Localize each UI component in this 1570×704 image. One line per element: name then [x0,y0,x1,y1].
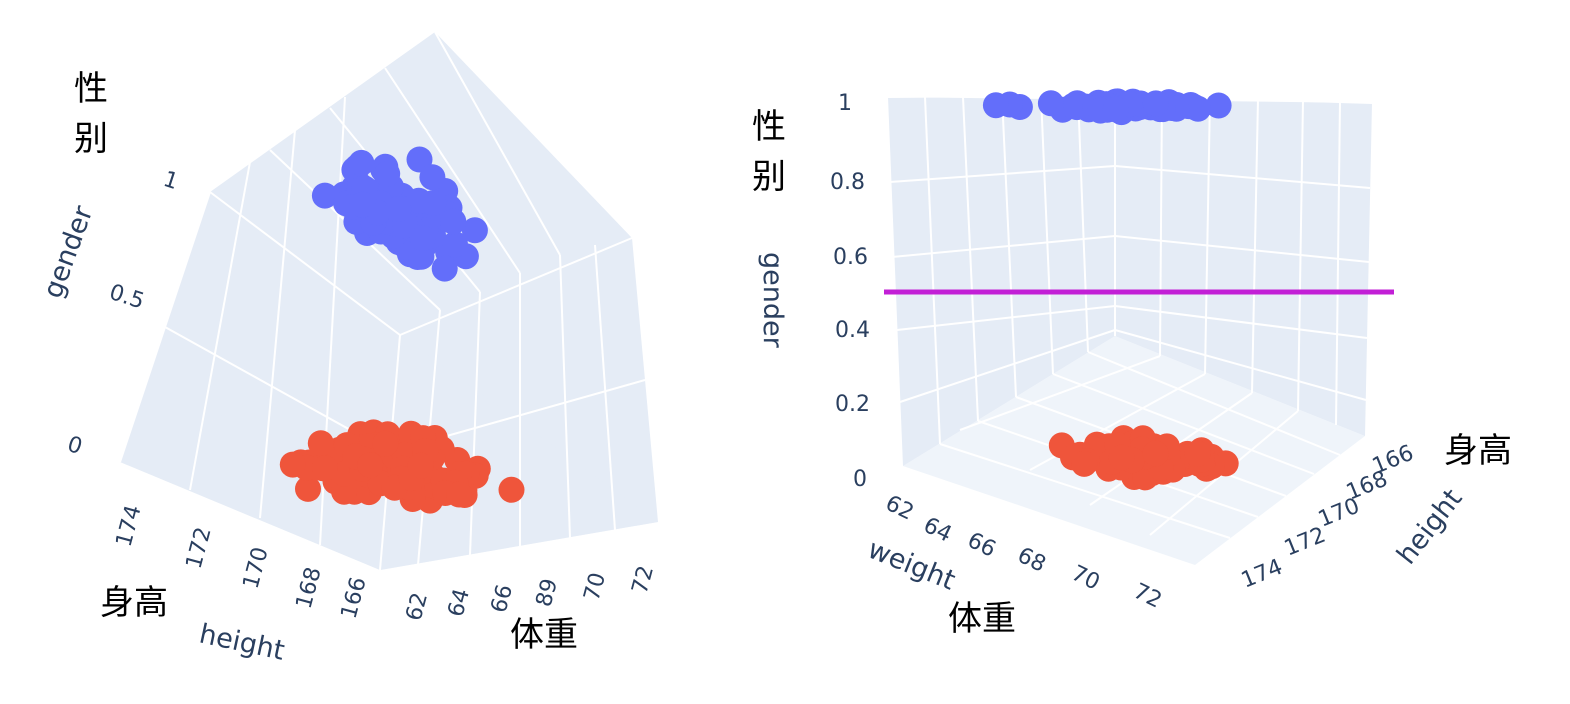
right-male-point [1184,440,1211,467]
right-z-tick: 0.4 [835,318,870,343]
right-female-point [982,92,1009,119]
left-x-tick: 64 [444,586,475,620]
right-male-points [1048,425,1239,491]
right-x-tick: 70 [1067,561,1103,596]
right-male-point [1108,444,1135,471]
left-female-point [442,231,468,258]
left-y-tick: 174 [112,503,147,550]
left-male-point [372,430,399,457]
left-male-point [407,452,434,479]
left-x-tick: 62 [402,590,433,624]
left-y-tick: 170 [239,545,274,592]
right-z-tick: 0.6 [833,245,868,270]
left-y-tick: 172 [182,525,217,572]
right-height-annotation: 身高 [1444,431,1512,471]
left-female-point [440,208,467,235]
left-gender-annotation-line1: 性 [74,69,108,109]
right-y-tick: 170 [1315,494,1363,533]
left-female-point [348,149,375,176]
left-y-tick: 166 [337,575,372,622]
right-female-point [1102,96,1129,123]
left-female-point [420,190,447,216]
right-y-tick: 172 [1281,523,1329,562]
left-male-point [279,451,306,478]
left-height-annotation: 身高 [100,583,168,623]
right-z-tick: 0 [853,467,867,492]
left-female-point [311,182,338,209]
left-z-tick: 0.5 [106,280,147,315]
left-male-point [307,430,334,457]
right-male-point [1142,440,1169,467]
right-female-point [1185,95,1211,122]
left-male-point [331,478,358,505]
left-x-tick: 66 [487,582,518,616]
left-y-tick: 168 [292,565,327,612]
left-female-point [419,164,446,191]
left-female-point [408,243,435,270]
right-z-tick: 0.8 [830,170,865,195]
right-gender-annotation-line2: 别 [752,157,786,197]
left-female-point [431,255,458,282]
right-z-tick: 0.2 [835,392,870,417]
right-x-tick: 68 [1013,543,1049,578]
left-female-point [409,225,436,252]
left-female-point [385,196,412,222]
left-x-tick: 70 [580,570,611,604]
right-z-axis-title: gender [757,252,788,349]
left-y-axis-title: height [197,619,288,667]
left-female-point [349,191,376,218]
left-male-point [446,481,473,508]
left-x-tick: 72 [628,563,659,597]
left-female-point [374,160,401,187]
left-z-tick: 0 [64,432,85,460]
left-gender-annotation-line2: 别 [74,119,108,159]
left-3d-scene[interactable]: 0 0.5 1 gender 166 168 170 172 174 heigh… [37,31,659,667]
left-weight-annotation: 体重 [510,615,578,655]
right-female-point [1060,92,1087,119]
right-z-tick: 1 [838,91,852,116]
right-x-tick: 72 [1129,579,1165,614]
right-gender-annotation-line1: 性 [752,107,786,147]
right-x-tick: 64 [919,513,955,548]
left-x-tick: 89 [532,576,563,610]
right-female-point [1205,92,1232,119]
left-female-point [461,217,488,244]
right-x-tick: 62 [881,491,917,526]
right-y-axis-title: height [1391,483,1468,570]
right-female-points [982,88,1232,126]
left-male-point [357,452,384,479]
right-back-pane [888,97,1372,466]
left-z-tick: 1 [160,167,181,195]
right-male-point [1071,450,1098,477]
left-female-points [311,146,488,282]
right-3d-scene[interactable]: 0 0.2 0.4 0.6 0.8 1 gender 62 64 66 68 7… [752,88,1512,639]
right-female-point [1142,90,1169,117]
left-male-point [295,475,321,502]
right-female-point [1037,90,1064,117]
left-male-point [311,455,338,482]
right-x-tick: 66 [963,528,999,563]
right-y-tick: 174 [1238,555,1286,594]
right-weight-annotation: 体重 [948,599,1016,639]
left-male-points [279,419,525,514]
left-z-axis-title: gender [37,201,99,302]
left-male-point [498,476,525,503]
